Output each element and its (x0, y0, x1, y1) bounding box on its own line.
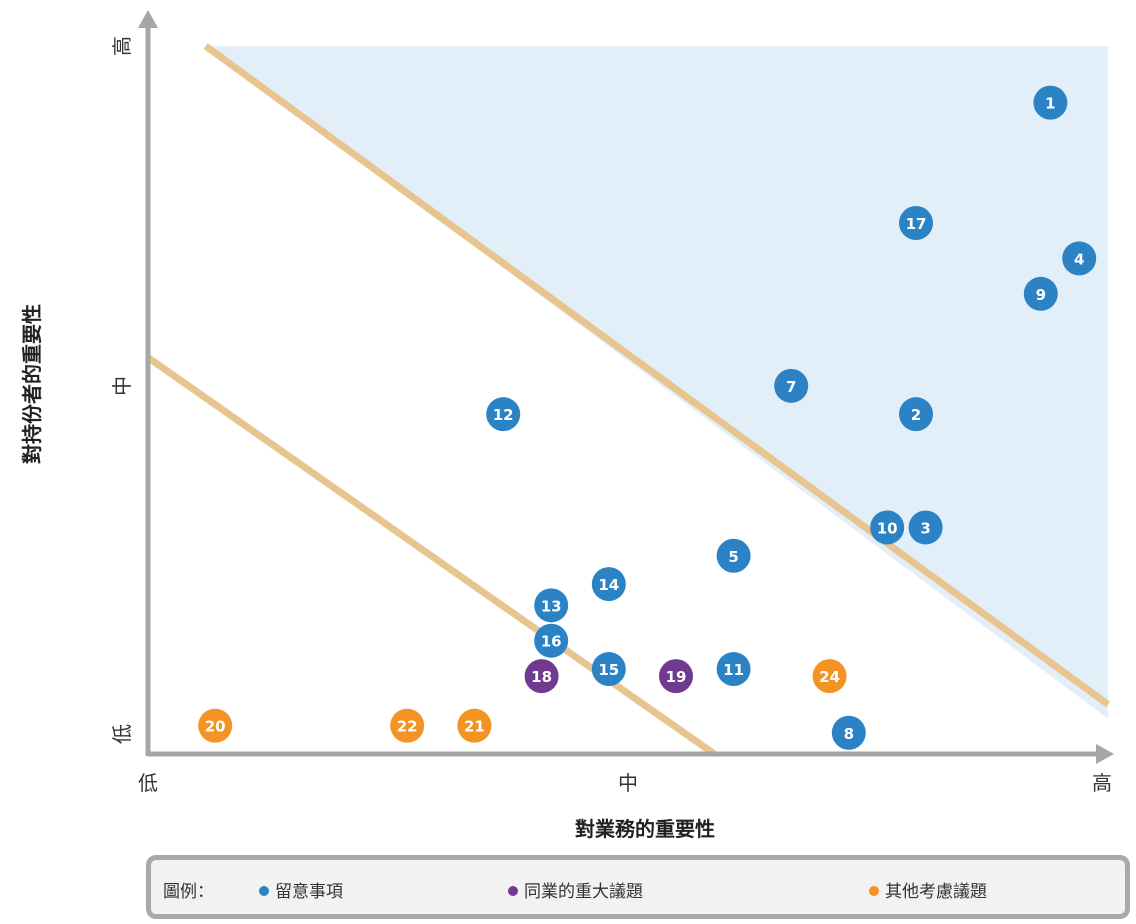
marker-label: 15 (598, 661, 619, 679)
marker-dot (534, 623, 569, 658)
marker-dot (899, 206, 933, 240)
issue-marker-20: 20 (198, 708, 233, 743)
marker-dot (457, 708, 492, 743)
issue-marker-5: 5 (716, 538, 751, 573)
legend-label: 留意事項 (275, 882, 343, 902)
marker-dot (524, 659, 559, 694)
issue-marker-24: 24 (812, 659, 847, 694)
issue-marker-10: 10 (870, 510, 905, 545)
legend-title: 圖例： (163, 882, 214, 902)
marker-label: 21 (464, 718, 485, 736)
legend-item-notable: 留意事項 (259, 877, 343, 902)
x-tick-label: 中 (618, 771, 638, 795)
marker-label: 13 (541, 597, 562, 615)
issue-marker-12: 12 (486, 397, 521, 432)
threshold-line-2 (145, 354, 717, 757)
issue-marker-21: 21 (457, 708, 492, 743)
marker-label: 1 (1045, 95, 1055, 113)
issue-marker-16: 16 (534, 623, 569, 658)
marker-label: 17 (906, 215, 927, 233)
legend-item-peer: 同業的重大議題 (508, 877, 643, 902)
marker-dot (908, 510, 943, 545)
marker-dot (1023, 276, 1058, 311)
marker-dot (1062, 241, 1097, 276)
marker-label: 22 (397, 718, 418, 736)
marker-dot (659, 659, 693, 694)
y-axis-arrow-icon (138, 10, 158, 28)
marker-dot (390, 708, 425, 743)
y-tick-label: 中 (110, 376, 134, 396)
marker-dot (716, 652, 751, 687)
marker-label: 12 (493, 406, 514, 424)
issue-marker-4: 4 (1062, 241, 1097, 276)
marker-dot (774, 368, 809, 403)
issue-marker-11: 11 (716, 652, 751, 687)
issue-marker-7: 7 (774, 368, 809, 403)
y-tick-label: 高 (110, 36, 134, 56)
marker-label: 14 (598, 576, 619, 594)
issue-marker-3: 3 (908, 510, 943, 545)
issue-marker-9: 9 (1023, 276, 1058, 311)
issue-marker-13: 13 (534, 588, 569, 623)
x-axis-arrow-icon (1096, 744, 1114, 764)
issue-marker-14: 14 (591, 567, 626, 602)
marker-label: 16 (541, 633, 562, 651)
x-tick-label: 低 (138, 771, 158, 795)
issue-marker-2: 2 (899, 397, 933, 432)
marker-dot (812, 659, 847, 694)
legend-item-other: 其他考慮議題 (869, 877, 987, 902)
marker-dot (899, 397, 933, 432)
marker-label: 3 (920, 519, 930, 537)
marker-dot (486, 397, 521, 432)
marker-dot (870, 510, 905, 545)
legend-label: 同業的重大議題 (524, 882, 643, 902)
marker-dot (534, 588, 569, 623)
marker-dot (591, 567, 626, 602)
marker-label: 24 (819, 668, 840, 686)
marker-dot (198, 708, 233, 743)
issue-marker-17: 17 (899, 206, 933, 240)
legend-label: 其他考慮議題 (885, 882, 987, 902)
issue-marker-8: 8 (831, 715, 866, 750)
x-axis-title: 對業務的重要性 (575, 817, 715, 841)
issue-marker-19: 19 (659, 659, 693, 694)
marker-label: 7 (786, 378, 796, 396)
issue-marker-18: 18 (524, 659, 559, 694)
marker-label: 5 (728, 548, 738, 566)
legend: 圖例： 留意事項 同業的重大議題 其他考慮議題 (146, 855, 1130, 919)
marker-label: 4 (1074, 250, 1084, 268)
legend-dot-blue-icon (259, 886, 269, 896)
marker-label: 8 (844, 725, 854, 743)
y-axis-title: 對持份者的重要性 (20, 304, 44, 464)
marker-dot (716, 538, 751, 573)
x-tick-label: 高 (1092, 771, 1112, 795)
marker-label: 18 (531, 668, 552, 686)
issue-marker-22: 22 (390, 708, 425, 743)
marker-label: 2 (911, 406, 921, 424)
marker-label: 20 (205, 718, 226, 736)
issue-marker-15: 15 (591, 652, 626, 687)
issue-marker-1: 1 (1033, 85, 1068, 120)
y-tick-label: 低 (110, 724, 134, 744)
marker-dot (1033, 85, 1068, 120)
marker-label: 11 (723, 661, 744, 679)
legend-dot-orange-icon (869, 886, 879, 896)
threshold-line-1 (203, 43, 1111, 708)
marker-label: 19 (666, 668, 687, 686)
marker-dot (831, 715, 866, 750)
legend-dot-purple-icon (508, 886, 518, 896)
marker-label: 9 (1036, 286, 1046, 304)
marker-dot (591, 652, 626, 687)
marker-label: 10 (877, 519, 898, 537)
